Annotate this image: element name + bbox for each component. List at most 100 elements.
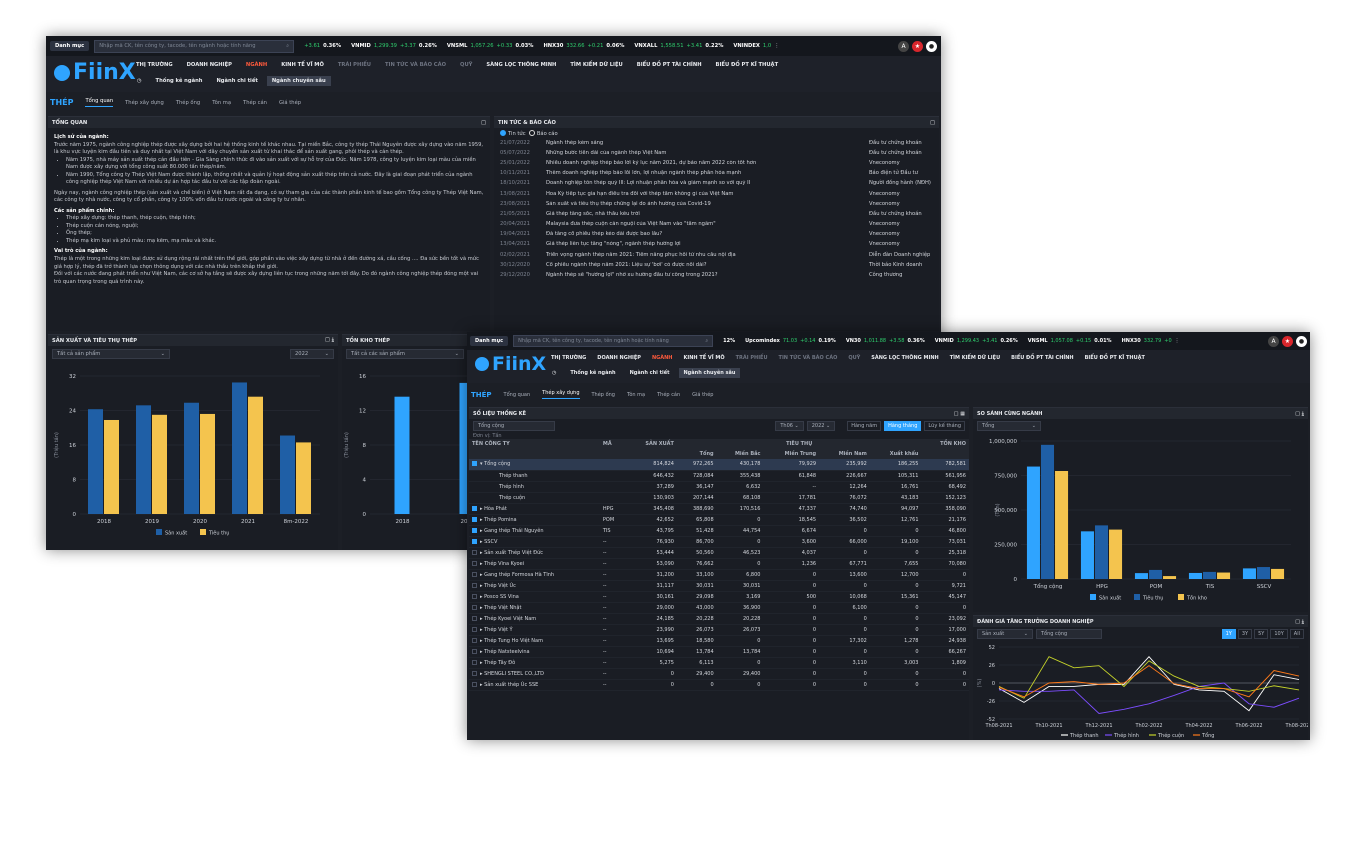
news-item[interactable]: 18/10/2021 Doanh nghiệp tôn thép quý III:… (500, 178, 933, 188)
menu-data-search[interactable]: TÌM KIẾM DỮ LIỆU (570, 62, 623, 68)
search-icon[interactable]: ⌕ (705, 338, 709, 344)
news-title[interactable]: Những bước tiến dài của ngành thép Việt … (546, 149, 667, 156)
submenu-detail[interactable]: Ngành chi tiết (216, 78, 258, 84)
news-title[interactable]: Đà tăng cổ phiếu thép kéo dài được bao l… (546, 231, 663, 238)
menu-industry[interactable]: NGÀNH (651, 355, 673, 361)
col-central[interactable]: Miền Trung (784, 451, 817, 457)
menu-fin-charts[interactable]: BIỂU ĐỒ PT TÀI CHÍNH (1011, 355, 1074, 361)
watchlist-button[interactable]: Danh mục (470, 336, 509, 346)
menu-bonds[interactable]: TRÁI PHIẾU (735, 355, 768, 361)
row-checkbox[interactable] (472, 604, 477, 610)
tab-rolled[interactable]: Thép cán (243, 99, 267, 106)
table-row[interactable]: ▸ SSCV -- 76,930 86,700 0 3,600 66,000 19,100 73… (469, 536, 969, 548)
col-export[interactable]: Xuất khẩu (889, 451, 919, 457)
table-row[interactable]: ▸ Thép Pomina POM 42,652 65,808 0 18,545 36,50… (469, 514, 969, 526)
search-input[interactable]: Nhập mã CK, tên công ty, tacode, tên ngà… (513, 335, 714, 347)
tab-construction[interactable]: Thép xây dựng (125, 99, 164, 106)
news-item[interactable]: 23/08/2021 Sản xuất và tiêu thụ thép chữn… (500, 199, 933, 209)
col-code[interactable]: MÃ (602, 441, 612, 447)
compare-filter[interactable]: Tổng ⌄ (977, 421, 1041, 431)
menu-company[interactable]: DOANH NGHIỆP (186, 62, 232, 68)
tab-construction[interactable]: Thép xây dựng (542, 390, 580, 399)
ticker-vnmid[interactable]: VNMID 1,299.39 +3.37 0.26% (351, 43, 437, 49)
menu-market[interactable]: THỊ TRƯỜNG (551, 355, 587, 361)
table-row[interactable]: ▾ Tổng cộng 814,824 972,265 430,178 79,929 23… (469, 459, 969, 471)
more-icon[interactable]: ⋮ (1174, 338, 1180, 344)
table-row[interactable]: ▸ Gang thép Formosa Hà Tĩnh -- 31,200 33,10… (469, 569, 969, 581)
tab-pipe[interactable]: Thép ống (175, 99, 201, 106)
company-filter[interactable]: Tổng cộng (473, 421, 555, 431)
ticker-vnmid[interactable]: VNMID 1,299.43 +3.41 0.26% (934, 338, 1018, 344)
menu-tech-charts[interactable]: BIỂU ĐỒ PT KĨ THUẬT (1084, 355, 1145, 361)
mode-ytd[interactable]: Lũy kế tháng (924, 421, 965, 431)
news-title[interactable]: Malaysia đưa thép cuộn cán nguội của Việ… (546, 221, 716, 228)
menu-screener[interactable]: SÀNG LỌC THÔNG MINH (486, 62, 557, 68)
news-title[interactable]: Thêm doanh nghiệp thép báo lỗi lớn, lợi … (546, 170, 742, 177)
expand-icon[interactable]: □ (481, 119, 486, 126)
menu-macro[interactable]: KINH TẾ VĨ MÔ (281, 62, 324, 68)
news-item[interactable]: 10/11/2021 Thêm doanh nghiệp thép báo lỗi… (500, 168, 933, 178)
col-total[interactable]: Tổng (699, 451, 714, 457)
news-item[interactable]: 05/07/2022 Những bước tiến dài của ngành … (500, 148, 933, 158)
expand-icon[interactable]: □ (953, 410, 959, 417)
submenu-deep[interactable]: Ngành chuyên sâu (266, 76, 331, 86)
news-item[interactable]: 25/01/2022 Nhiều doanh nghiệp thép báo lờ… (500, 158, 933, 168)
fiinx-logo[interactable]: FiinX (54, 60, 136, 85)
news-item[interactable]: 19/04/2021 Đà tăng cổ phiếu thép kéo dài … (500, 229, 933, 239)
news-title[interactable]: Nhiều doanh nghiệp thép báo lời kỷ lục n… (546, 159, 757, 166)
inventory-filter[interactable]: Tất cả các sản phẩm ⌄ (346, 349, 464, 359)
menu-fin-charts[interactable]: BIỂU ĐỒ PT TÀI CHÍNH (636, 62, 702, 68)
news-title[interactable]: Ngành thép kém sáng (546, 139, 604, 146)
news-title[interactable]: Ngành thép sẽ "hưởng lợi" nhờ xu hướng đ… (546, 272, 718, 279)
row-checkbox[interactable] (472, 560, 477, 566)
more-icon[interactable]: ⋮ (774, 43, 780, 49)
row-checkbox[interactable] (472, 626, 477, 632)
menu-funds[interactable]: QUỸ (848, 355, 861, 361)
ticker-vn30[interactable]: VN30 1,011.88 +3.58 0.36% (845, 338, 925, 344)
menu-company[interactable]: DOANH NGHIỆP (597, 355, 641, 361)
news-item[interactable]: 13/08/2021 Hoa Kỳ tiếp tục gia hạn điều t… (500, 188, 933, 198)
news-item[interactable]: 20/04/2021 Malaysia đưa thép cuộn cán ngu… (500, 219, 933, 229)
table-row[interactable]: ▸ Thép Tây Đô -- 5,275 6,113 0 0 3,110 3,003 1,8… (469, 657, 969, 669)
col-production[interactable]: SẢN XUẤT (645, 441, 674, 447)
col-stock[interactable]: TỒN KHO (940, 441, 966, 447)
menu-macro[interactable]: KINH TẾ VĨ MÔ (683, 355, 725, 361)
search-input[interactable]: Nhập mã CK, tên công ty, tacode, tên ngà… (94, 39, 295, 53)
menu-bonds[interactable]: TRÁI PHIẾU (337, 62, 372, 68)
table-row[interactable]: ▸ Thép Việt Ý -- 23,990 26,073 26,073 0 0 0 17,0… (469, 624, 969, 636)
user-icon[interactable]: ● (1296, 335, 1307, 347)
menu-tech-charts[interactable]: BIỂU ĐỒ PT KĨ THUẬT (715, 62, 779, 68)
row-checkbox[interactable] (472, 615, 477, 621)
month-select[interactable]: Th06 ⌄ (775, 421, 804, 431)
row-checkbox[interactable] (472, 648, 477, 654)
news-item[interactable]: 29/12/2020 Ngành thép sẽ "hưởng lợi" nhờ … (500, 270, 933, 280)
range-all[interactable]: All (1289, 629, 1304, 639)
news-item[interactable]: 21/07/2022 Ngành thép kém sáng Đầu tư chứn… (500, 138, 933, 148)
table-row[interactable]: Thép thanh 646,432 728,084 355,438 61,848 226… (469, 470, 969, 482)
expand-icon[interactable]: □ (1295, 618, 1301, 625)
ticker-hnx[interactable]: 12% (723, 338, 736, 344)
flag-vn-icon[interactable]: ★ (912, 40, 923, 52)
mode-annual[interactable]: Hàng năm (847, 421, 882, 431)
col-consumption[interactable]: TIÊU THỤ (786, 441, 813, 447)
menu-news[interactable]: TIN TỨC VÀ BÁO CÁO (778, 355, 838, 361)
watchlist-button[interactable]: Danh mục (50, 41, 90, 51)
ticker-vnsml[interactable]: VNSML 1,057.08 +0.15 0.01% (1027, 338, 1112, 344)
news-title[interactable]: Doanh nghiệp tôn thép quý III: Lợi nhuận… (546, 180, 751, 187)
ticker-hnx30[interactable]: HNX30 332.66 +0.21 0.06% (543, 43, 625, 49)
news-title[interactable]: Triển vọng ngành thép năm 2021: Tiềm năn… (546, 251, 736, 258)
news-item[interactable]: 02/02/2021 Triển vọng ngành thép năm 2021… (500, 250, 933, 260)
row-checkbox[interactable] (472, 659, 477, 665)
ticker-vnindex[interactable]: VNINDEX 1,0 ⋮ (733, 43, 780, 49)
menu-market[interactable]: THỊ TRƯỜNG (136, 62, 173, 68)
ticker-upcom[interactable]: Upcomindex 71.03 +0.14 0.19% (745, 338, 836, 344)
col-north[interactable]: Miền Bắc (734, 451, 761, 457)
submenu-stats[interactable]: Thống kê ngành (155, 78, 203, 84)
table-settings-icon[interactable]: ▦ (960, 410, 965, 417)
row-checkbox[interactable] (472, 637, 477, 643)
menu-screener[interactable]: SÀNG LỌC THÔNG MINH (871, 355, 939, 361)
download-icon[interactable]: ⤓ (1301, 618, 1304, 625)
range-5y[interactable]: 5Y (1254, 629, 1269, 639)
growth-company-select[interactable]: Tổng cộng (1036, 629, 1102, 639)
row-checkbox[interactable] (472, 571, 477, 577)
